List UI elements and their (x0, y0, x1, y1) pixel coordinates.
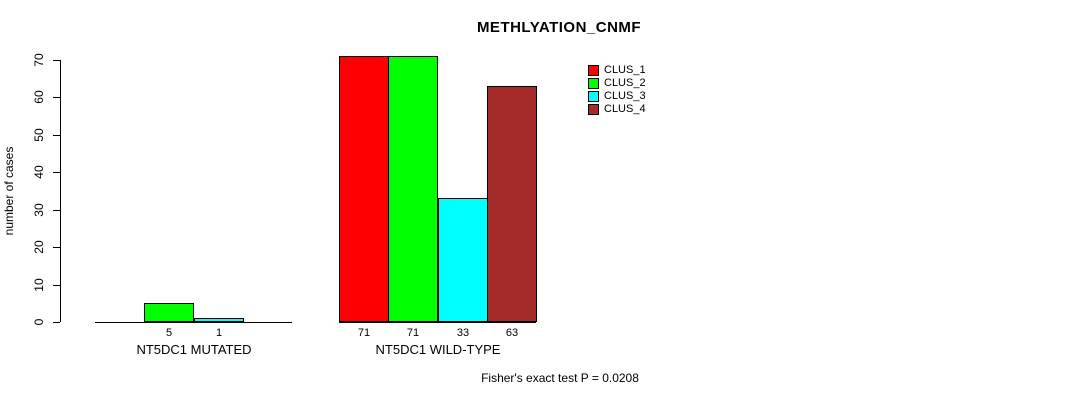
y-axis-tick-label: 10 (32, 278, 46, 292)
y-axis-tick (53, 285, 60, 286)
bar-value-label: 1 (215, 327, 223, 339)
bar-clus_3-nt5dc1-wild-type (438, 198, 488, 322)
y-axis-tick (53, 97, 60, 98)
bar-value-label: 5 (165, 327, 173, 339)
legend-item-clus_4: CLUS_4 (588, 103, 646, 115)
legend-label: CLUS_2 (604, 77, 646, 89)
x-axis-group-label-nt5dc1-mutated: NT5DC1 MUTATED (136, 342, 252, 357)
y-axis-tick (53, 210, 60, 211)
bar-value-label: 71 (357, 327, 371, 339)
y-axis-tick (53, 135, 60, 136)
legend-label: CLUS_4 (604, 103, 646, 115)
y-axis-tick (53, 247, 60, 248)
legend: CLUS_1 CLUS_2 CLUS_3 CLUS_4 (588, 64, 646, 116)
legend-label: CLUS_3 (604, 90, 646, 102)
bar-clus_1-nt5dc1-wild-type (339, 56, 389, 322)
bar-value-label: 63 (505, 327, 519, 339)
x-axis-line-nt5dc1-mutated (95, 322, 292, 323)
x-axis-group-label-nt5dc1-wild-type: NT5DC1 WILD-TYPE (375, 342, 501, 357)
fishers-test-annotation: Fisher's exact test P = 0.0208 (481, 371, 639, 385)
chart-title: METHLYATION_CNMF (476, 19, 642, 36)
bar-clus_2-nt5dc1-wild-type (388, 56, 438, 322)
x-axis-line-nt5dc1-wild-type (339, 322, 536, 323)
y-axis-tick-label: 70 (32, 53, 46, 67)
legend-item-clus_3: CLUS_3 (588, 90, 646, 102)
legend-label: CLUS_1 (604, 64, 646, 76)
legend-item-clus_2: CLUS_2 (588, 77, 646, 89)
legend-swatch-clus_3 (588, 90, 599, 102)
bar-value-label: 71 (406, 327, 420, 339)
y-axis-tick-label: 20 (32, 240, 46, 254)
y-axis-line (60, 60, 61, 322)
y-axis-tick-label: 60 (32, 90, 46, 104)
legend-swatch-clus_4 (588, 103, 599, 115)
y-axis-tick (53, 60, 60, 61)
bar-clus_2-nt5dc1-mutated (144, 303, 194, 322)
bar-clus_4-nt5dc1-wild-type (487, 86, 537, 322)
y-axis-tick (53, 172, 60, 173)
y-axis-tick (53, 322, 60, 323)
legend-swatch-clus_2 (588, 77, 599, 89)
bar-clus_3-nt5dc1-mutated (194, 318, 244, 322)
y-axis-tick-label: 0 (32, 318, 46, 326)
y-axis-tick-label: 50 (32, 128, 46, 142)
y-axis-tick-label: 40 (32, 165, 46, 179)
bar-value-label: 33 (456, 327, 470, 339)
legend-swatch-clus_1 (588, 64, 599, 76)
y-axis-tick-label: 30 (32, 203, 46, 217)
legend-item-clus_1: CLUS_1 (588, 64, 646, 76)
